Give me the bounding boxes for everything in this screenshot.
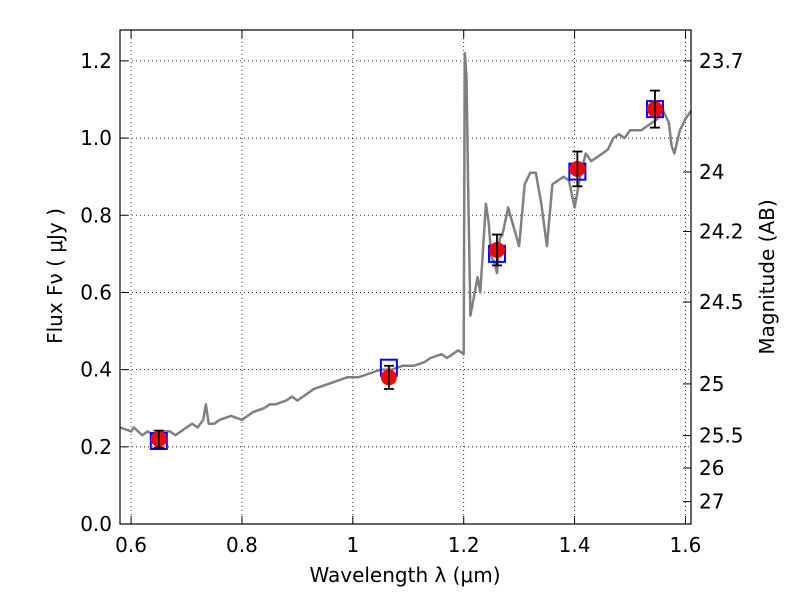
magnitude-axis-ticks: 23.7 24 24.2 24.5 25 25.5 26 27 <box>683 49 744 514</box>
y-axis-label: Flux Fν ( μJy ) <box>43 208 67 344</box>
magnitude-tick-label: 25.5 <box>699 424 744 448</box>
plot-background <box>120 30 691 524</box>
magnitude-tick-label: 27 <box>699 490 724 514</box>
y-tick-label: 0.2 <box>80 435 112 459</box>
magnitude-tick-label: 24.2 <box>699 219 744 243</box>
y-tick-label: 0.0 <box>80 512 112 536</box>
y-tick-label: 1.0 <box>80 126 112 150</box>
magnitude-tick-label: 24 <box>699 160 724 184</box>
magnitude-tick-label: 23.7 <box>699 49 744 73</box>
x-tick-label: 0.8 <box>226 533 258 557</box>
plot-frame <box>119 29 692 525</box>
x-tick-label: 0.6 <box>115 533 147 557</box>
x-tick-label: 1 <box>346 533 359 557</box>
magnitude-tick-label: 24.5 <box>699 290 744 314</box>
x-axis-label: Wavelength λ (μm) <box>309 563 500 587</box>
magnitude-tick-label: 25 <box>699 372 724 396</box>
y-tick-label: 0.8 <box>80 203 112 227</box>
x-tick-label: 1.6 <box>670 533 702 557</box>
y-tick-label: 0.6 <box>80 280 112 304</box>
magnitude-tick-label: 26 <box>699 456 724 480</box>
y-tick-label: 0.4 <box>80 358 112 382</box>
y-axis-ticks: 0.0 0.2 0.4 0.6 0.8 1.0 1.2 <box>80 49 128 536</box>
y-tick-label: 1.2 <box>80 49 112 73</box>
x-tick-label: 1.2 <box>448 533 480 557</box>
spectrum-line <box>119 51 693 437</box>
series-layer <box>119 51 693 451</box>
magnitude-axis-label: Magnitude (AB) <box>755 199 779 354</box>
x-axis-ticks: 0.6 0.8 1 1.2 1.4 1.6 <box>115 30 701 557</box>
x-tick-label: 1.4 <box>559 533 591 557</box>
